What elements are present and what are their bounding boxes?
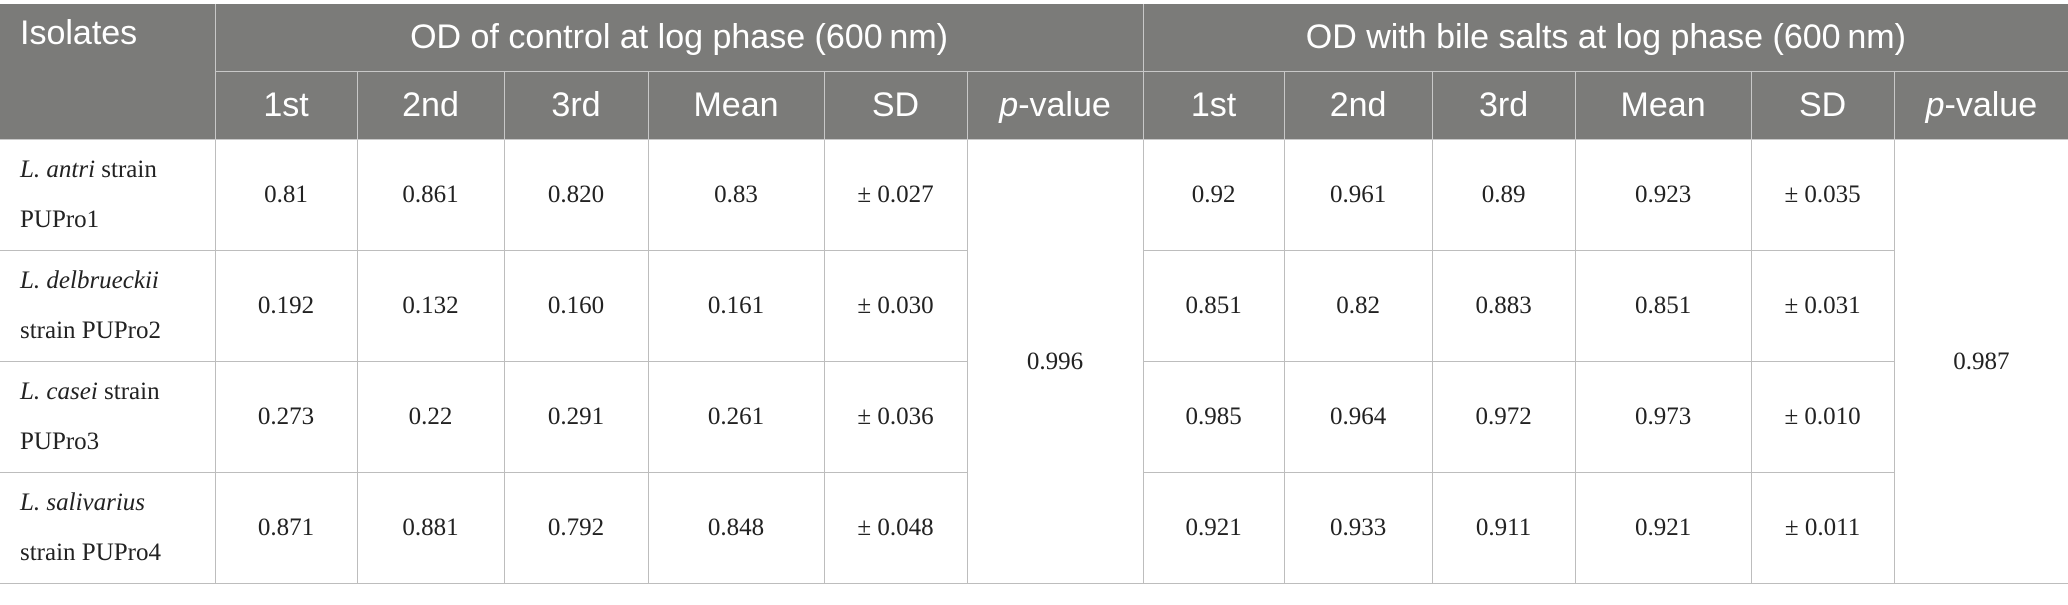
header-control-pvalue: p-value	[966, 71, 1144, 140]
bile-1st: 0.851	[1142, 250, 1285, 362]
table-row: L. delbrueckii strain PUPro2 0.192 0.132 …	[0, 250, 2068, 362]
header-bile-mean: Mean	[1574, 71, 1752, 140]
strain-text: strain	[95, 156, 157, 183]
control-1st: 0.192	[214, 250, 358, 362]
bile-sd: ± 0.011	[1750, 472, 1895, 584]
header-control-3rd: 3rd	[503, 71, 648, 140]
header-bile-3rd: 3rd	[1431, 71, 1576, 140]
control-1st: 0.273	[214, 361, 358, 473]
od-results-table: Isolates OD of control at log phase (600…	[0, 4, 2068, 584]
bile-pvalue: 0.987	[1893, 139, 2068, 584]
bile-mean: 0.923	[1574, 139, 1752, 251]
species-name: L. salivarius	[20, 489, 146, 516]
header-control-mean: Mean	[647, 71, 824, 140]
bile-3rd: 0.89	[1431, 139, 1576, 251]
control-pvalue: 0.996	[966, 139, 1144, 584]
table-body: L. antri strain PUPro1 0.81 0.861 0.820 0…	[0, 139, 2068, 584]
isolate-name: L. delbrueckii strain PUPro2	[0, 250, 216, 362]
bile-3rd: 0.911	[1431, 472, 1576, 584]
control-1st: 0.81	[214, 139, 358, 251]
p-suffix: -value	[1018, 86, 1111, 124]
header-bile-2nd: 2nd	[1283, 71, 1433, 140]
header-row-groups: Isolates OD of control at log phase (600…	[0, 4, 2068, 140]
control-2nd: 0.132	[356, 250, 505, 362]
strain-text: strain PUPro2	[20, 317, 161, 344]
bile-sd: ± 0.010	[1750, 361, 1895, 473]
bile-sd: ± 0.031	[1750, 250, 1895, 362]
bile-2nd: 0.933	[1283, 472, 1433, 584]
control-sd: ± 0.036	[823, 361, 968, 473]
results-table-container: Isolates OD of control at log phase (600…	[0, 4, 2068, 584]
bile-mean: 0.851	[1574, 250, 1752, 362]
isolate-name: L. casei strain PUPro3	[0, 361, 216, 473]
bile-3rd: 0.972	[1431, 361, 1576, 473]
header-group-control: OD of control at log phase (600 nm)	[214, 4, 1144, 72]
strain-text: strain	[97, 378, 160, 405]
table-row: L. salivarius strain PUPro4 0.871 0.881 0…	[0, 472, 2068, 584]
strain-text: strain PUPro4	[20, 539, 161, 566]
strain-text: PUPro1	[20, 206, 100, 233]
control-mean: 0.83	[647, 139, 825, 251]
bile-mean: 0.973	[1574, 361, 1752, 473]
bile-2nd: 0.964	[1283, 361, 1433, 473]
header-control-1st: 1st	[214, 71, 357, 140]
control-3rd: 0.820	[503, 139, 649, 251]
bile-1st: 0.985	[1142, 361, 1285, 473]
bile-2nd: 0.82	[1283, 250, 1433, 362]
p-italic: p	[1925, 86, 1945, 124]
bile-1st: 0.921	[1142, 472, 1285, 584]
bile-3rd: 0.883	[1431, 250, 1576, 362]
header-control-2nd: 2nd	[356, 71, 504, 140]
header-isolates: Isolates	[0, 4, 215, 140]
control-mean: 0.848	[647, 472, 825, 584]
header-group-bile: OD with bile salts at log phase (600 nm)	[1142, 4, 2068, 72]
control-1st: 0.871	[214, 472, 358, 584]
table-row: L. antri strain PUPro1 0.81 0.861 0.820 0…	[0, 139, 2068, 584]
p-suffix: -value	[1944, 86, 2038, 124]
control-2nd: 0.861	[356, 139, 505, 251]
species-name: L. antri	[20, 156, 96, 183]
table-header: Isolates OD of control at log phase (600…	[0, 4, 2068, 140]
p-italic: p	[999, 86, 1019, 124]
header-control-sd: SD	[823, 71, 967, 140]
control-sd: ± 0.030	[823, 250, 968, 362]
header-row-columns: 1st 2nd 3rd Mean SD p-value 1st 2nd 3rd …	[0, 71, 2068, 140]
control-3rd: 0.160	[503, 250, 649, 362]
strain-text: PUPro3	[20, 428, 100, 455]
bile-sd: ± 0.035	[1750, 139, 1895, 251]
control-2nd: 0.881	[356, 472, 505, 584]
bile-2nd: 0.961	[1283, 139, 1433, 251]
control-3rd: 0.792	[503, 472, 649, 584]
control-mean: 0.161	[647, 250, 825, 362]
isolate-name: L. antri strain PUPro1	[0, 139, 216, 251]
header-bile-1st: 1st	[1142, 71, 1285, 140]
control-2nd: 0.22	[356, 361, 505, 473]
isolate-name: L. salivarius strain PUPro4	[0, 472, 216, 584]
bile-1st: 0.92	[1142, 139, 1285, 251]
control-sd: ± 0.048	[823, 472, 968, 584]
species-name: L. casei	[20, 378, 98, 405]
header-bile-sd: SD	[1750, 71, 1895, 140]
control-3rd: 0.291	[503, 361, 649, 473]
species-name: L. delbrueckii	[20, 267, 159, 294]
header-bile-pvalue: p-value	[1893, 71, 2068, 140]
bile-mean: 0.921	[1574, 472, 1752, 584]
control-sd: ± 0.027	[823, 139, 968, 251]
control-mean: 0.261	[647, 361, 825, 473]
